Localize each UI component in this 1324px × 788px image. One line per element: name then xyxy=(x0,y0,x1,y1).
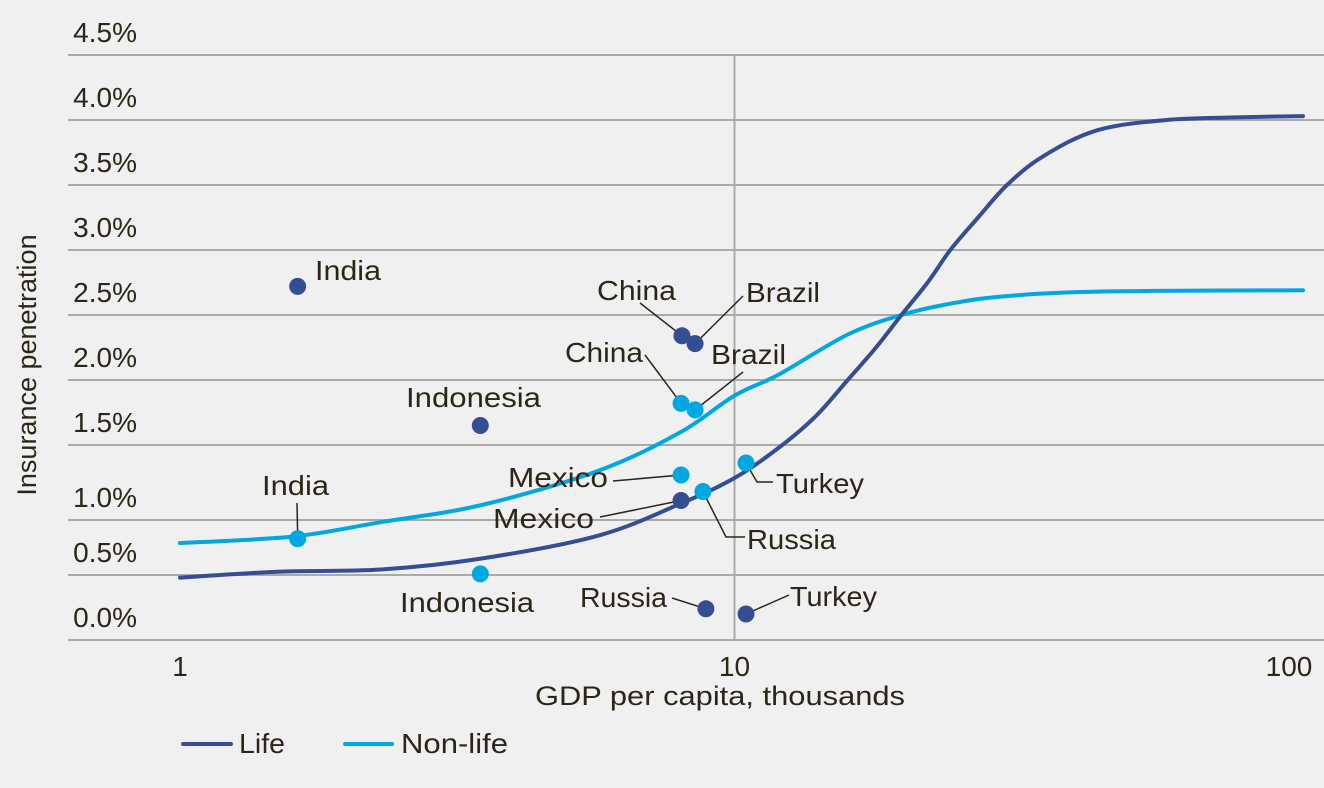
series-lines xyxy=(178,114,1305,580)
data-point-life-brazil xyxy=(686,335,704,353)
y-tick-label: 0.5% xyxy=(73,537,137,568)
leader-line-non-life-brazil xyxy=(694,371,744,411)
data-point-non-life-russia xyxy=(694,483,712,500)
point-labels: India Indonesia China Brazil Mexico Russia Tur… xyxy=(262,255,877,618)
data-point-non-life-indonesia xyxy=(471,565,489,583)
data-point-non-life-mexico xyxy=(672,466,690,484)
legend-label-life: Life xyxy=(239,728,285,759)
point-label-life-indonesia: Indonesia xyxy=(406,382,541,413)
legend: Life Non-life xyxy=(181,728,508,759)
data-point-life-china xyxy=(673,327,691,345)
data-point-non-life-india xyxy=(289,530,307,548)
point-label-life-turkey: Turkey xyxy=(790,581,877,612)
y-tick-label: 2.5% xyxy=(73,277,137,308)
series-line-non-life xyxy=(178,288,1305,546)
y-axis-title: Insurance penetration xyxy=(12,234,42,495)
leader-line-non-life-russia xyxy=(702,491,745,538)
label-leaders xyxy=(296,295,790,615)
point-label-life-mexico: Mexico xyxy=(493,503,594,534)
data-point-life-turkey xyxy=(737,605,755,623)
y-tick-label: 1.0% xyxy=(73,482,137,513)
grid xyxy=(68,54,1324,641)
leader-line-life-mexico xyxy=(599,499,682,518)
data-point-non-life-turkey xyxy=(737,454,755,472)
x-tick-label: 1 xyxy=(172,651,188,682)
leader-line-life-brazil xyxy=(694,295,744,345)
y-tick-label: 4.0% xyxy=(73,82,137,113)
x-tick-label: 10 xyxy=(719,651,750,682)
y-tick-label: 1.5% xyxy=(73,407,137,438)
data-points xyxy=(289,277,755,623)
point-label-non-life-indonesia: Indonesia xyxy=(400,587,534,618)
leader-line-non-life-mexico xyxy=(612,474,682,482)
data-point-non-life-china xyxy=(672,394,690,412)
point-label-non-life-china: China xyxy=(565,337,643,368)
y-tick-label: 2.0% xyxy=(73,342,137,373)
y-tick-label: 3.0% xyxy=(73,212,137,243)
y-tick-label: 3.5% xyxy=(73,147,137,178)
point-label-life-russia: Russia xyxy=(580,582,667,613)
leader-line-non-life-china xyxy=(644,354,682,404)
data-point-non-life-brazil xyxy=(686,401,704,419)
point-label-non-life-india: India xyxy=(262,470,329,501)
y-tick-label: 4.5% xyxy=(73,17,137,48)
point-label-non-life-russia: Russia xyxy=(747,524,836,555)
y-axis-ticks: 0.0% 0.5% 1.0% 1.5% 2.0% 2.5% 3.0% 3.5% 4.0% 4.5% xyxy=(73,17,137,633)
data-point-life-india xyxy=(289,277,307,295)
leader-line-life-china xyxy=(639,302,683,337)
data-point-life-indonesia xyxy=(471,417,489,434)
data-point-life-mexico xyxy=(672,492,690,509)
point-label-non-life-turkey: Turkey xyxy=(776,468,864,499)
x-tick-label: 100 xyxy=(1266,651,1313,682)
x-axis-title: GDP per capita, thousands xyxy=(535,681,905,711)
x-axis-ticks: 1 10 100 xyxy=(172,651,1312,682)
point-label-non-life-brazil: Brazil xyxy=(711,339,786,370)
data-point-life-russia xyxy=(697,600,715,618)
point-label-non-life-mexico: Mexico xyxy=(508,462,608,493)
point-label-life-india: India xyxy=(315,255,381,286)
legend-label-nonlife: Non-life xyxy=(401,728,508,759)
point-label-life-china: China xyxy=(597,275,676,306)
series-line-life xyxy=(178,114,1305,580)
point-label-life-brazil: Brazil xyxy=(746,277,820,308)
y-tick-label: 0.0% xyxy=(73,602,137,633)
